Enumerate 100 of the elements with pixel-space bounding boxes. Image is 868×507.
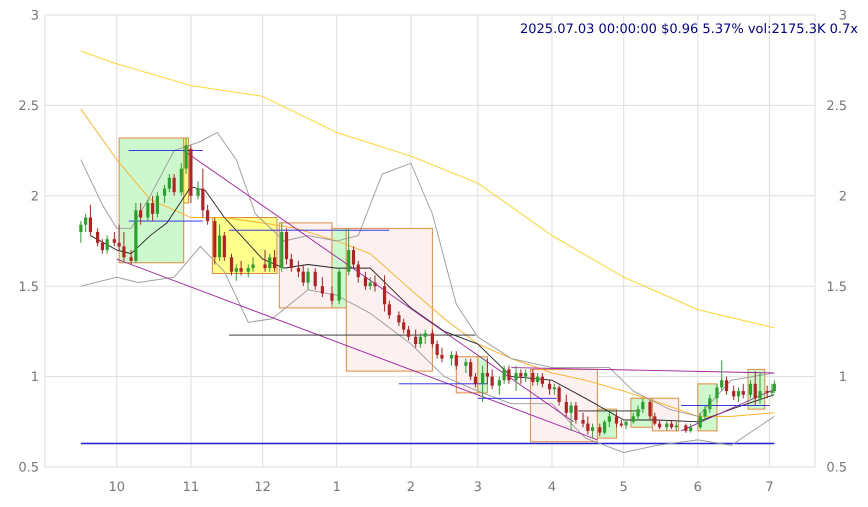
candlestick bbox=[754, 370, 757, 406]
candlestick bbox=[320, 276, 324, 298]
candlestick bbox=[581, 412, 585, 428]
y2-tick-label: 3 bbox=[838, 8, 847, 24]
candlestick bbox=[347, 228, 350, 276]
candlestick bbox=[84, 213, 88, 232]
candlestick bbox=[306, 268, 310, 290]
x-tick-label: 2 bbox=[406, 480, 416, 495]
candlestick bbox=[364, 271, 368, 290]
candlestick bbox=[469, 358, 472, 381]
candlestick bbox=[218, 224, 222, 262]
candlestick bbox=[564, 394, 568, 417]
candlestick bbox=[548, 380, 552, 396]
y-tick-label: 1.5 bbox=[18, 280, 39, 295]
candlestick bbox=[624, 419, 628, 430]
candlestick bbox=[569, 401, 573, 432]
candlestick bbox=[162, 184, 166, 204]
candlestick bbox=[766, 385, 769, 399]
candlestick bbox=[598, 423, 602, 437]
candlestick bbox=[436, 340, 439, 360]
candlestick bbox=[356, 260, 360, 284]
candlestick bbox=[112, 231, 116, 247]
candlestick bbox=[524, 368, 528, 383]
candlestick bbox=[574, 401, 578, 424]
candlestick bbox=[251, 256, 255, 272]
candlestick bbox=[139, 202, 142, 226]
candlestick bbox=[382, 274, 386, 312]
candlestick bbox=[742, 383, 745, 399]
candlestick bbox=[732, 385, 736, 401]
candlestick bbox=[608, 412, 611, 428]
y2-tick-label: 1 bbox=[838, 370, 847, 386]
candlestick bbox=[180, 162, 183, 196]
candlestick bbox=[368, 276, 372, 290]
candlestick bbox=[689, 423, 692, 434]
candlestick bbox=[414, 329, 418, 348]
candlestick bbox=[758, 372, 762, 404]
candlestick bbox=[272, 250, 276, 272]
candlestick bbox=[230, 253, 234, 276]
candlestick bbox=[118, 224, 121, 251]
candlestick bbox=[770, 383, 774, 397]
candlestick bbox=[514, 365, 518, 392]
candlestick bbox=[352, 246, 356, 269]
candlestick bbox=[330, 286, 334, 305]
candlestick bbox=[156, 192, 159, 218]
candlestick bbox=[531, 368, 534, 386]
candlestick bbox=[703, 405, 707, 420]
candlestick bbox=[296, 260, 300, 278]
candlestick bbox=[614, 412, 618, 428]
candlestick bbox=[720, 360, 724, 392]
candlestick bbox=[684, 423, 688, 434]
candlestick bbox=[653, 412, 656, 426]
candlestick bbox=[724, 376, 728, 396]
candlestick bbox=[234, 264, 238, 282]
candlestick bbox=[151, 195, 154, 222]
y-tick-label: 1 bbox=[30, 370, 39, 386]
y-tick-label: 2.5 bbox=[18, 98, 39, 114]
y2-tick-label: 0.5 bbox=[826, 460, 847, 476]
candlestick bbox=[498, 376, 501, 396]
candlestick bbox=[748, 380, 752, 399]
candlestick bbox=[507, 365, 511, 384]
candlestick bbox=[146, 198, 150, 222]
candlestick bbox=[698, 412, 702, 430]
candlestick bbox=[502, 365, 506, 384]
candlestick bbox=[196, 180, 200, 200]
candlestick bbox=[88, 204, 92, 236]
candlestick bbox=[708, 394, 712, 414]
candlestick bbox=[540, 372, 544, 388]
y-tick-label: 3 bbox=[30, 8, 39, 24]
candlestick bbox=[246, 264, 250, 278]
candlestick bbox=[106, 235, 109, 254]
candlestick bbox=[388, 300, 391, 320]
candlestick bbox=[454, 350, 458, 370]
y2-tick-label: 1.5 bbox=[826, 280, 847, 295]
candlestick bbox=[373, 274, 377, 292]
candlestick bbox=[670, 419, 674, 430]
x-tick-label: 4 bbox=[548, 480, 556, 495]
candlestick bbox=[79, 220, 82, 244]
y-tick-label: 2 bbox=[30, 189, 39, 204]
candlestick bbox=[715, 383, 719, 402]
candlestick bbox=[206, 204, 210, 226]
candlestick bbox=[96, 228, 100, 247]
candlestick bbox=[632, 412, 635, 424]
candlestick bbox=[268, 253, 272, 272]
candlestick bbox=[490, 368, 494, 390]
candlestick bbox=[450, 350, 454, 366]
candlestick bbox=[536, 372, 540, 386]
candlestick bbox=[201, 168, 204, 218]
text: 2025.07.03 00:00:00 $0.96 5.37% vol:2175.3K 0.7x bbox=[520, 22, 858, 37]
candlestick bbox=[558, 385, 561, 406]
x-tick-label: 12 bbox=[254, 480, 271, 495]
candlestick bbox=[424, 329, 427, 345]
candlestick bbox=[222, 231, 226, 262]
x-tick-label: 10 bbox=[108, 480, 126, 495]
candlestick bbox=[481, 365, 484, 402]
y-tick-label: 0.5 bbox=[18, 460, 39, 476]
candlestick bbox=[440, 347, 444, 363]
candlestick bbox=[402, 318, 406, 334]
candlestick bbox=[129, 250, 133, 266]
candlestick bbox=[736, 386, 740, 402]
candlestick bbox=[314, 268, 317, 290]
